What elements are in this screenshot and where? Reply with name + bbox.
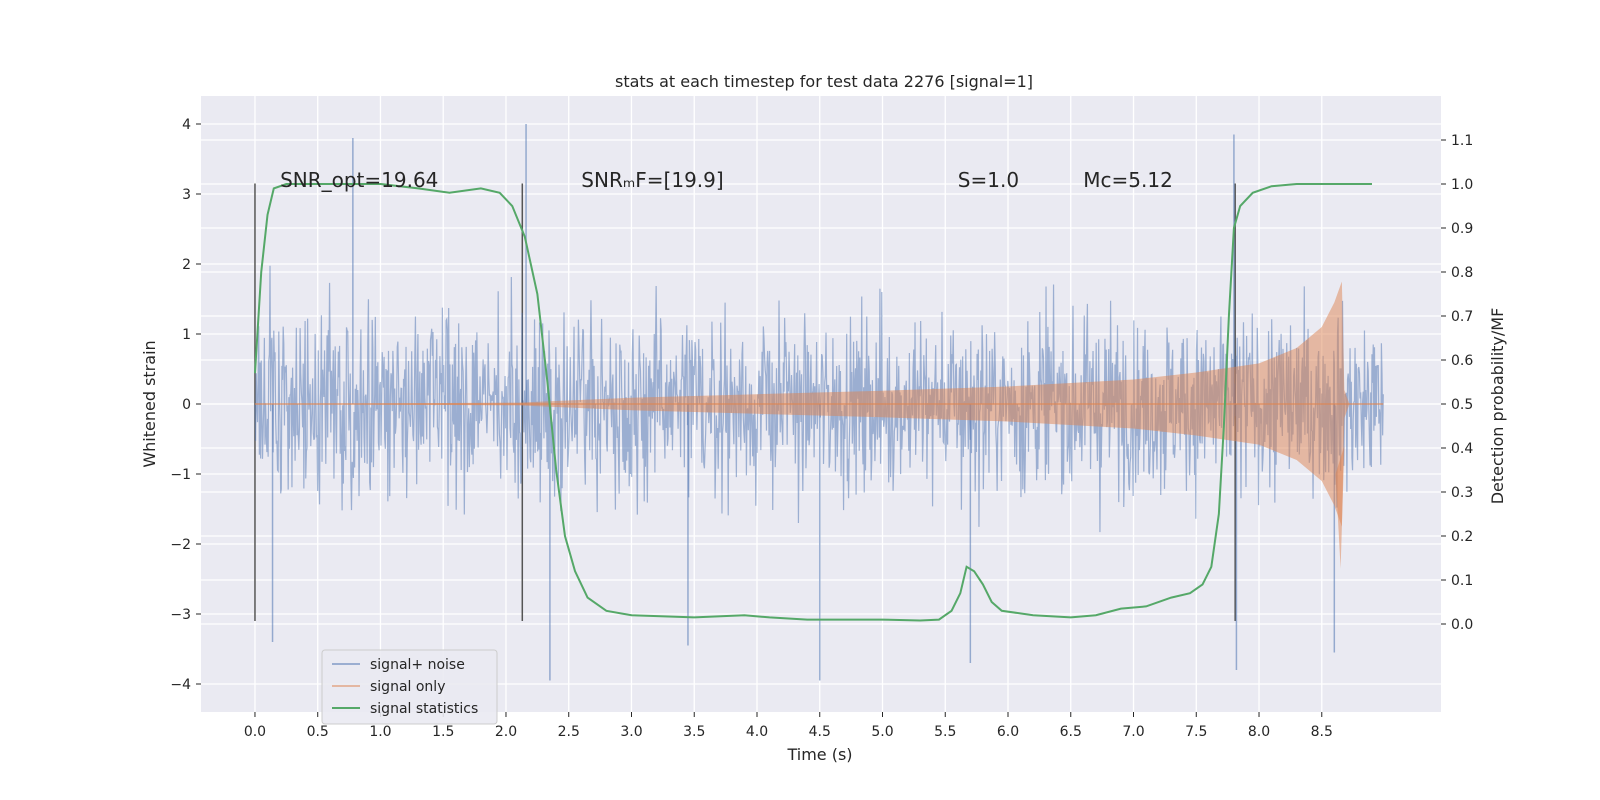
annotation: S=1.0 — [958, 168, 1019, 192]
x-tick-label: 5.5 — [934, 724, 956, 740]
x-axis-label: Time (s) — [786, 745, 852, 764]
x-tick-label: 3.5 — [683, 724, 705, 740]
y2-axis-label: Detection probability/MF — [1488, 308, 1507, 505]
legend-label: signal statistics — [370, 701, 478, 717]
legend-label: signal+ noise — [370, 657, 465, 673]
y-tick-label: −2 — [170, 537, 191, 553]
x-tick-label: 0.0 — [244, 724, 266, 740]
y2-tick-label: 0.2 — [1451, 529, 1473, 545]
x-tick-label: 7.0 — [1122, 724, 1144, 740]
x-tick-label: 7.5 — [1185, 724, 1207, 740]
x-tick-label: 6.5 — [1060, 724, 1082, 740]
y-tick-label: 0 — [182, 397, 191, 413]
y2-tick-label: 0.5 — [1451, 397, 1473, 413]
x-tick-label: 1.5 — [432, 724, 454, 740]
x-tick-label: 2.5 — [558, 724, 580, 740]
y2-tick-label: 0.7 — [1451, 309, 1473, 325]
y-tick-label: 2 — [182, 257, 191, 273]
x-tick-label: 1.0 — [369, 724, 391, 740]
y-axis-ticks: 4 3 2 1 0 −1 −2 −3 −4 — [170, 117, 201, 693]
legend: signal+ noise signal only signal statistic… — [321, 649, 498, 725]
x-tick-label: 4.5 — [809, 724, 831, 740]
x-tick-label: 0.5 — [307, 724, 329, 740]
y2-tick-label: 1.1 — [1451, 133, 1473, 149]
annotation: SNRₘF=[19.9] — [581, 168, 723, 192]
y2-tick-label: 1.0 — [1451, 177, 1473, 193]
y2-tick-label: 0.0 — [1451, 617, 1473, 633]
y-tick-label: 3 — [182, 187, 191, 203]
x-tick-label: 6.0 — [997, 724, 1019, 740]
signal-neg-peak — [1335, 446, 1345, 569]
legend-box — [321, 649, 498, 725]
x-tick-label: 4.0 — [746, 724, 768, 740]
y2-tick-label: 0.9 — [1451, 221, 1473, 237]
annotation: Mᴄ=5.12 — [1083, 168, 1173, 192]
y-axis-label: Whitened strain — [140, 340, 159, 467]
annotation: SNR_opt=19.64 — [280, 168, 438, 192]
y-tick-label: −1 — [170, 467, 191, 483]
statistics-line — [253, 183, 1372, 622]
legend-label: signal only — [370, 679, 445, 695]
y2-tick-label: 0.1 — [1451, 573, 1473, 589]
x-axis-ticks: 0.0 0.5 1.0 1.5 2.0 2.5 3.0 3.5 4.0 4.5 5.0 5.5 6.0 6… — [244, 712, 1333, 740]
signal-only-series — [254, 281, 1384, 569]
x-tick-label: 3.0 — [620, 724, 642, 740]
y2-tick-label: 0.3 — [1451, 485, 1473, 501]
x-tick-label: 5.0 — [871, 724, 893, 740]
y2-tick-label: 0.6 — [1451, 353, 1473, 369]
x-tick-label: 2.0 — [495, 724, 517, 740]
y-tick-label: −4 — [170, 677, 191, 693]
annotations: SNR_opt=19.64 SNRₘF=[19.9] S=1.0 Mᴄ=5.12 — [280, 168, 1173, 192]
x-tick-label: 8.5 — [1311, 724, 1333, 740]
y-tick-label: −3 — [170, 607, 191, 623]
y2-tick-label: 0.8 — [1451, 265, 1473, 281]
y-tick-label: 4 — [182, 117, 191, 133]
y-tick-label: 1 — [182, 327, 191, 343]
y2-tick-label: 0.4 — [1451, 441, 1473, 457]
signal-statistics-series — [253, 183, 1372, 622]
y2-axis-ticks: 1.1 1.0 0.9 0.8 0.7 0.6 0.5 0.4 0.3 0.2 0.1 0.0 — [1441, 133, 1473, 633]
x-tick-label: 8.0 — [1248, 724, 1270, 740]
chart-title: stats at each timestep for test data 227… — [615, 72, 1033, 91]
